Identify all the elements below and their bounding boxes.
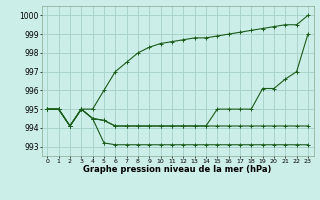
X-axis label: Graphe pression niveau de la mer (hPa): Graphe pression niveau de la mer (hPa) [84,165,272,174]
